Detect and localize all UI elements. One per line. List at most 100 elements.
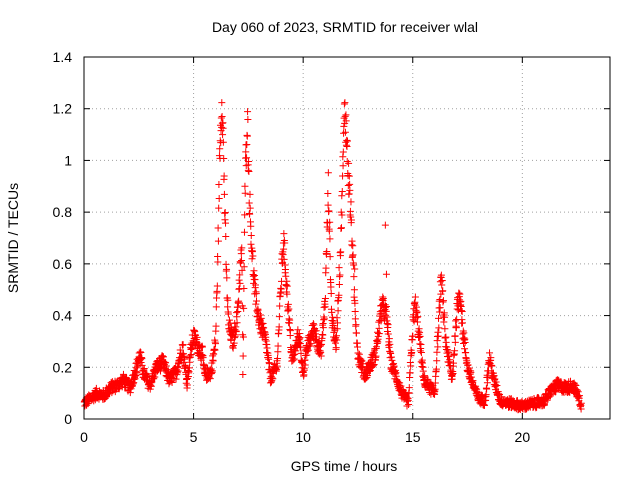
data-point (242, 148, 250, 156)
data-point (222, 260, 230, 268)
data-point (239, 352, 247, 360)
data-point (324, 169, 332, 177)
data-point (458, 319, 466, 327)
data-point (337, 225, 345, 233)
data-point (337, 248, 345, 256)
data-point (410, 317, 418, 325)
data-point (326, 253, 334, 261)
data-point (280, 245, 288, 253)
data-point (343, 158, 351, 166)
data-point (238, 256, 246, 264)
data-point (172, 375, 180, 383)
data-point (421, 372, 429, 380)
data-point (239, 333, 247, 341)
data-point (352, 329, 360, 337)
data-point (317, 348, 325, 356)
data-point (215, 195, 223, 203)
data-point (281, 239, 289, 247)
data-point (294, 326, 302, 334)
data-point (286, 326, 294, 334)
data-point (243, 132, 251, 140)
y-tick-label: 1 (64, 152, 72, 168)
data-point (239, 370, 247, 378)
data-point (384, 321, 392, 329)
data-point (328, 308, 336, 316)
data-point (335, 291, 343, 299)
data-point (458, 308, 466, 316)
data-point (199, 354, 207, 362)
data-point (338, 224, 346, 232)
data-point (216, 145, 224, 153)
data-point (342, 138, 350, 146)
data-point (321, 295, 329, 303)
data-point (215, 204, 223, 212)
data-point (136, 348, 144, 356)
data-point (351, 315, 359, 323)
data-point (438, 276, 446, 284)
data-point (351, 265, 359, 273)
data-point (461, 345, 469, 353)
data-point (574, 388, 582, 396)
data-point (372, 352, 380, 360)
data-point (350, 293, 358, 301)
data-point (354, 349, 362, 357)
data-point (193, 333, 201, 341)
data-point (256, 311, 264, 319)
data-point (184, 374, 192, 382)
data-point (210, 345, 218, 353)
data-point (334, 307, 342, 315)
data-point (382, 270, 390, 278)
data-point (323, 247, 331, 255)
data-point (312, 327, 320, 335)
data-point (268, 374, 276, 382)
data-point (322, 264, 330, 272)
data-point (300, 371, 308, 379)
data-point (221, 209, 229, 217)
x-tick-label: 0 (80, 429, 88, 445)
data-point (246, 190, 254, 198)
data-point (326, 218, 334, 226)
data-point (341, 99, 349, 107)
data-point (434, 332, 442, 340)
data-point (451, 347, 459, 355)
data-point (405, 384, 413, 392)
data-point (488, 362, 496, 370)
x-tick-label: 5 (190, 429, 198, 445)
data-point (198, 351, 206, 359)
data-point (343, 136, 351, 144)
data-point (450, 359, 458, 367)
data-point (333, 325, 341, 333)
data-point (297, 349, 305, 357)
data-point (280, 255, 288, 263)
data-point (492, 378, 500, 386)
data-point (304, 346, 312, 354)
data-point (220, 172, 228, 180)
data-point (279, 251, 287, 259)
data-point (346, 186, 354, 194)
data-point (253, 297, 261, 305)
data-point (235, 276, 243, 284)
data-point (411, 293, 419, 301)
data-point (575, 392, 583, 400)
y-axis-title: SRMTID / TECUs (5, 183, 21, 293)
data-point (220, 155, 228, 163)
data-point (236, 279, 244, 287)
data-point (224, 303, 232, 311)
data-point (214, 258, 222, 266)
data-point (329, 317, 337, 325)
data-point (140, 365, 148, 373)
data-point (441, 313, 449, 321)
data-point (218, 119, 226, 127)
data-point (292, 347, 300, 355)
data-point (240, 304, 248, 312)
data-point (487, 361, 495, 369)
data-point (387, 349, 395, 357)
data-point (286, 327, 294, 335)
data-point (245, 199, 253, 207)
data-point (483, 379, 491, 387)
data-point (320, 303, 328, 311)
data-point (160, 357, 168, 365)
data-point (244, 166, 252, 174)
data-point (219, 131, 227, 139)
data-point (452, 317, 460, 325)
